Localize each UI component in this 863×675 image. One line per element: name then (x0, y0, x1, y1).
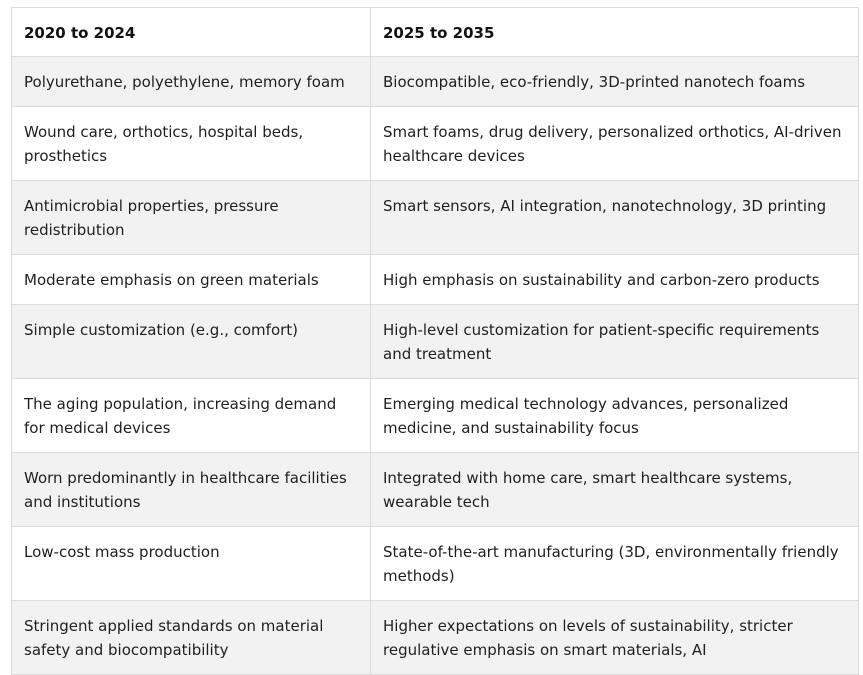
table-cell: Biocompatible, eco-friendly, 3D-printed … (370, 56, 859, 107)
table-cell: Moderate emphasis on green materials (11, 254, 371, 305)
table-row: Polyurethane, polyethylene, memory foam … (11, 56, 859, 107)
table-cell: Worn predominantly in healthcare facilit… (11, 452, 371, 527)
table-cell: Smart foams, drug delivery, personalized… (370, 106, 859, 181)
table-cell: Antimicrobial properties, pressure redis… (11, 180, 371, 255)
table-row: The aging population, increasing demand … (11, 378, 859, 453)
comparison-table: 2020 to 2024 2025 to 2035 Polyurethane, … (11, 7, 859, 675)
table-row: Wound care, orthotics, hospital beds, pr… (11, 106, 859, 181)
table-cell: Simple customization (e.g., comfort) (11, 304, 371, 379)
table-cell: State-of-the-art manufacturing (3D, envi… (370, 526, 859, 601)
table-cell: The aging population, increasing demand … (11, 378, 371, 453)
table-cell: Wound care, orthotics, hospital beds, pr… (11, 106, 371, 181)
table-row: Worn predominantly in healthcare facilit… (11, 452, 859, 527)
table-cell: Integrated with home care, smart healthc… (370, 452, 859, 527)
table-cell: Polyurethane, polyethylene, memory foam (11, 56, 371, 107)
table-row: Moderate emphasis on green materials Hig… (11, 254, 859, 305)
table-cell: High-level customization for patient-spe… (370, 304, 859, 379)
column-header-2020-2024: 2020 to 2024 (11, 7, 371, 57)
header-row: 2020 to 2024 2025 to 2035 (11, 7, 859, 57)
table-row: Simple customization (e.g., comfort) Hig… (11, 304, 859, 379)
table-cell: Low-cost mass production (11, 526, 371, 601)
table-row: Antimicrobial properties, pressure redis… (11, 180, 859, 255)
table-cell: Stringent applied standards on material … (11, 600, 371, 675)
table-row: Low-cost mass production State-of-the-ar… (11, 526, 859, 601)
column-header-2025-2035: 2025 to 2035 (370, 7, 859, 57)
table-cell: Emerging medical technology advances, pe… (370, 378, 859, 453)
comparison-table-container: 2020 to 2024 2025 to 2035 Polyurethane, … (11, 7, 859, 675)
table-cell: Smart sensors, AI integration, nanotechn… (370, 180, 859, 255)
table-cell: Higher expectations on levels of sustain… (370, 600, 859, 675)
table-cell: High emphasis on sustainability and carb… (370, 254, 859, 305)
table-row: Stringent applied standards on material … (11, 600, 859, 675)
